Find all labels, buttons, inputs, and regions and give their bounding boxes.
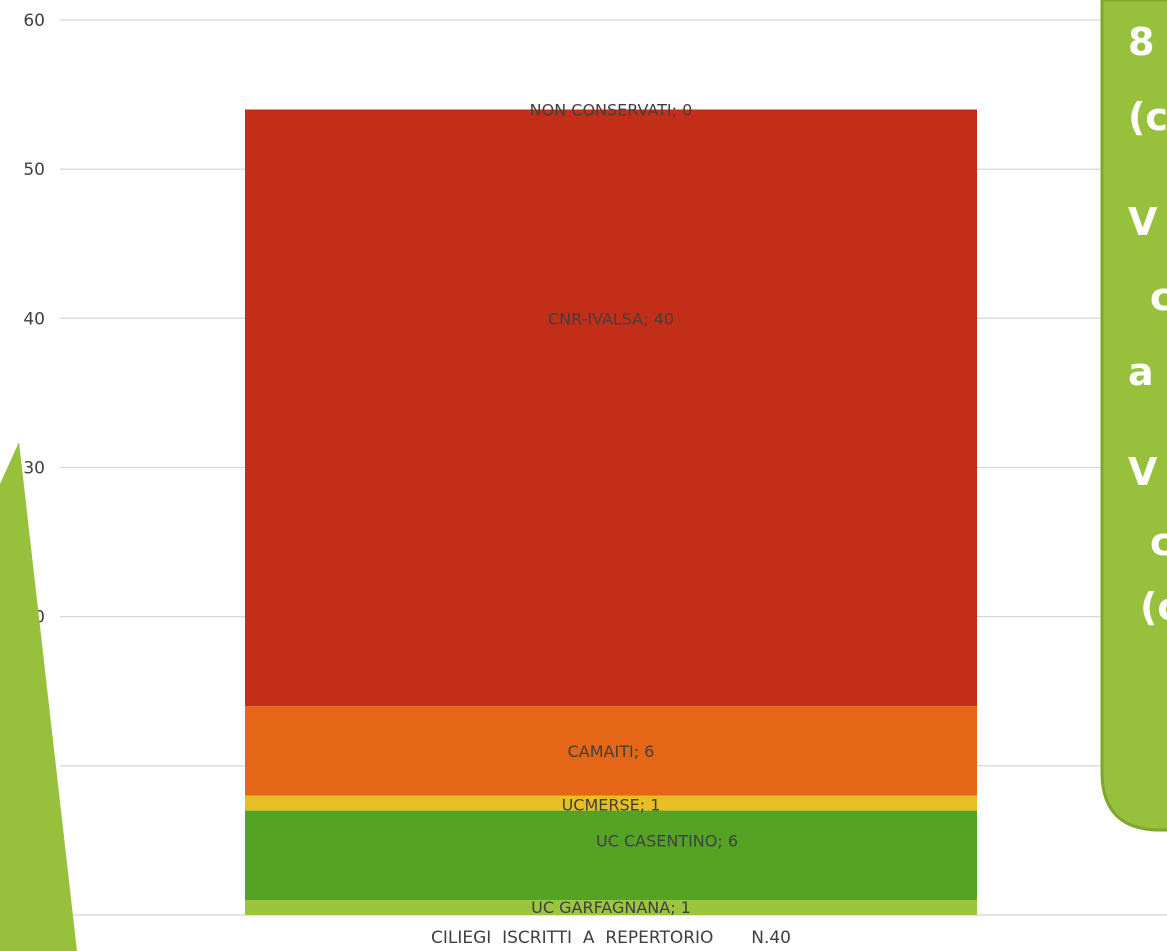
- bar-segment-ucmerse: [245, 795, 977, 811]
- bar-segment-camaiti: [245, 706, 977, 796]
- y-tick-label-5: 50: [23, 160, 45, 180]
- callout-line-7: (c: [1140, 585, 1167, 629]
- callout-line-1: (c: [1128, 95, 1167, 139]
- callout-line-3: c: [1150, 275, 1167, 319]
- data-label-cnr-ivalsa: CNR-IVALSA; 40: [548, 309, 674, 328]
- data-label-uc-garfagnana: UC GARFAGNANA; 1: [531, 898, 691, 917]
- callout-shape: [1100, 0, 1167, 832]
- callout-line-2: V: [1128, 200, 1158, 244]
- data-label-uc-casentino: UC CASENTINO; 6: [596, 832, 738, 851]
- bar-segment-uc-casentino: [245, 810, 977, 901]
- data-label-ucmerse: UCMERSE; 1: [562, 796, 661, 815]
- y-tick-label-3: 30: [23, 459, 45, 479]
- category-label: CILIEGI ISCRITTI A REPERTORIO N.40: [431, 928, 791, 948]
- stacked-bar: [245, 109, 977, 915]
- bar-segment-cnr-ivalsa: [245, 109, 977, 707]
- data-label-camaiti: CAMAITI; 6: [568, 742, 655, 761]
- callout-line-4: a: [1128, 350, 1154, 394]
- callout-line-5: V: [1128, 450, 1158, 494]
- bar-segment-uc-garfagnana: [245, 900, 977, 915]
- y-tick-label-6: 60: [23, 11, 45, 31]
- data-labels: UC GARFAGNANA; 1 UC CASENTINO; 6 UCMERSE; …: [530, 101, 738, 918]
- data-label-non-conservati: NON CONSERVATI; 0: [530, 101, 693, 120]
- left-wedge-shape: [0, 442, 77, 951]
- callout-line-0: 8: [1128, 20, 1154, 64]
- x-axis: CILIEGI ISCRITTI A REPERTORIO N.40: [431, 928, 791, 948]
- callout-line-6: c: [1150, 520, 1167, 564]
- y-tick-label-4: 40: [23, 309, 45, 329]
